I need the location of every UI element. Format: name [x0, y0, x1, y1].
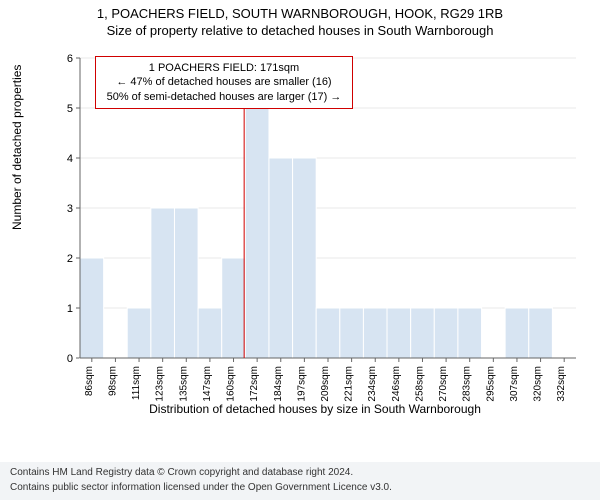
svg-text:234sqm: 234sqm: [367, 366, 378, 402]
svg-text:320sqm: 320sqm: [533, 366, 544, 402]
footer-line-1: Contains HM Land Registry data © Crown c…: [10, 466, 590, 481]
svg-text:160sqm: 160sqm: [226, 366, 237, 402]
svg-text:123sqm: 123sqm: [155, 366, 166, 402]
svg-text:5: 5: [67, 103, 73, 115]
footer-attribution: Contains HM Land Registry data © Crown c…: [0, 462, 600, 500]
svg-text:111sqm: 111sqm: [131, 366, 142, 400]
x-axis-label: Distribution of detached houses by size …: [48, 402, 582, 416]
annotation-line-1: 1 POACHERS FIELD: 171sqm: [104, 61, 344, 75]
svg-text:332sqm: 332sqm: [556, 366, 567, 402]
svg-text:307sqm: 307sqm: [509, 366, 520, 402]
svg-text:184sqm: 184sqm: [273, 366, 284, 402]
annotation-line-3: 50% of semi-detached houses are larger (…: [104, 90, 344, 104]
svg-text:197sqm: 197sqm: [296, 366, 307, 402]
svg-text:4: 4: [67, 153, 73, 165]
address-title: 1, POACHERS FIELD, SOUTH WARNBOROUGH, HO…: [0, 6, 600, 21]
svg-text:86sqm: 86sqm: [84, 366, 95, 396]
svg-text:246sqm: 246sqm: [391, 366, 402, 402]
y-axis-label: Number of detached properties: [10, 65, 24, 230]
svg-text:1: 1: [67, 303, 73, 315]
annotation-callout: 1 POACHERS FIELD: 171sqm ← 47% of detach…: [95, 56, 353, 109]
svg-text:209sqm: 209sqm: [320, 366, 331, 402]
svg-text:221sqm: 221sqm: [344, 366, 355, 402]
svg-text:147sqm: 147sqm: [202, 366, 213, 402]
svg-text:295sqm: 295sqm: [485, 366, 496, 402]
svg-text:2: 2: [67, 253, 73, 265]
svg-text:270sqm: 270sqm: [438, 366, 449, 402]
svg-text:0: 0: [67, 353, 73, 365]
annotation-line-2: ← 47% of detached houses are smaller (16…: [104, 75, 344, 89]
svg-text:6: 6: [67, 53, 73, 65]
subtitle: Size of property relative to detached ho…: [0, 23, 600, 38]
title-block: 1, POACHERS FIELD, SOUTH WARNBOROUGH, HO…: [0, 0, 600, 38]
svg-text:135sqm: 135sqm: [178, 366, 189, 402]
svg-text:283sqm: 283sqm: [462, 366, 473, 402]
svg-text:258sqm: 258sqm: [414, 366, 425, 402]
svg-text:3: 3: [67, 203, 73, 215]
footer-line-2: Contains public sector information licen…: [10, 481, 590, 496]
svg-text:172sqm: 172sqm: [249, 366, 260, 402]
svg-text:98sqm: 98sqm: [107, 366, 118, 396]
